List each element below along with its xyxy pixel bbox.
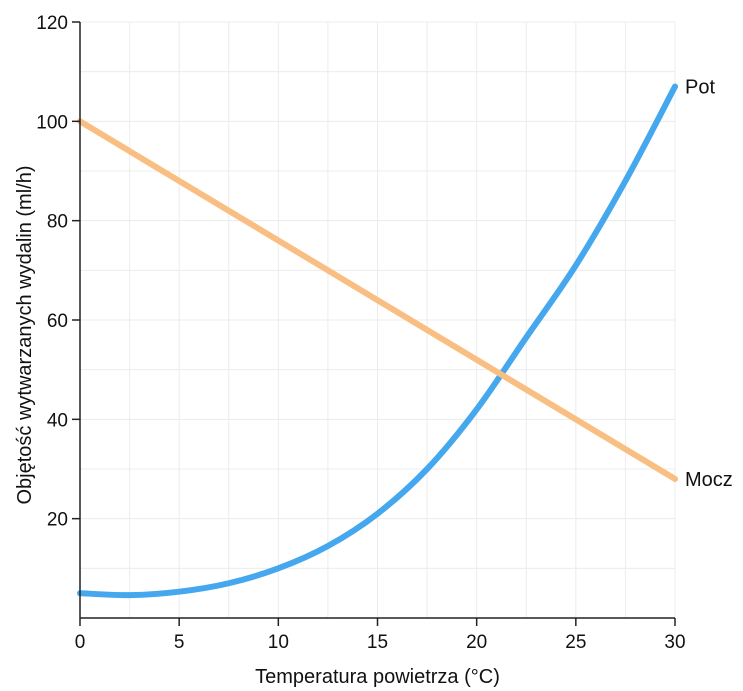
y-tick-label: 100 [36,112,68,133]
series-line-mocz [77,118,678,482]
series-label-mocz: Mocz [685,469,733,491]
series-line-pot [77,83,678,599]
series-label-pot: Pot [685,77,715,99]
x-tick-label: 25 [565,632,586,653]
y-tick-label: 120 [36,13,68,34]
y-tick-label: 60 [47,311,68,332]
x-tick-label: 0 [75,632,86,653]
y-tick-label: 20 [47,510,68,531]
axes [72,21,676,626]
y-axis-title: Objętość wytwarzanych wydalin (ml/h) [14,166,36,505]
x-tick-label: 10 [268,632,289,653]
grid [80,21,676,618]
x-tick-label: 20 [466,632,487,653]
x-axis-title: Temperatura powietrza (°C) [255,666,500,688]
x-tick-label: 30 [664,632,685,653]
y-tick-label: 40 [47,410,68,431]
y-tick-label: 80 [47,212,68,233]
x-tick-label: 15 [367,632,388,653]
x-tick-label: 5 [174,632,185,653]
series-lines [77,83,678,599]
tick-labels: Pot Mocz 0 5 10 15 20 25 30 20 40 60 80 100 120 [36,13,733,653]
